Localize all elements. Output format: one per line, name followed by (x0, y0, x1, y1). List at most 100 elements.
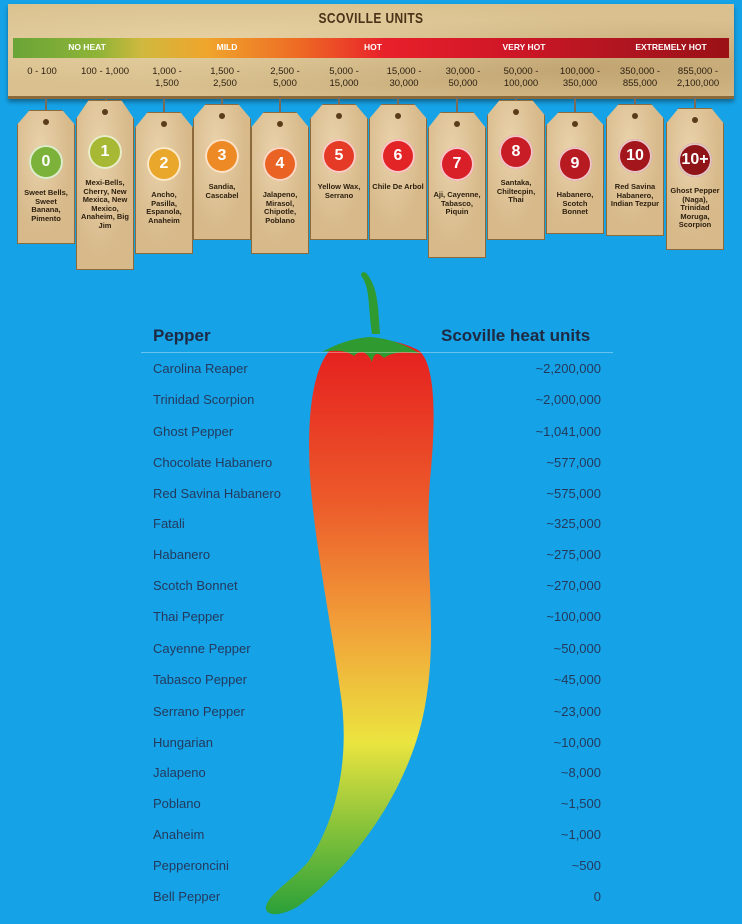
scoville-range: 1,500 -2,500 (210, 66, 240, 89)
scoville-range: 100,000 -350,000 (559, 66, 601, 89)
heat-level-label: NO HEAT (68, 42, 106, 52)
table-row: Ghost Pepper ~1,041,000 (153, 424, 601, 440)
heat-level-badge: 3 (205, 139, 239, 173)
table-row: Fatali ~325,000 (153, 516, 601, 532)
tag-string (515, 96, 517, 102)
header-divider (141, 352, 613, 353)
tag-peppers: Santaka, Chiltecpin, Thai (496, 178, 536, 204)
pepper-name: Carolina Reaper (153, 361, 248, 376)
scoville-range: 50,000 -100,000 (503, 66, 539, 89)
tag-hole (102, 109, 108, 115)
pepper-name: Ghost Pepper (153, 424, 234, 439)
heat-tag-0: 0 Sweet Bells, Sweet Banana, Pimento (17, 110, 75, 244)
tag-hole (43, 119, 49, 125)
heat-tag-10-plus: 10+ Ghost Pepper (Naga), Trinidad Moruga… (666, 108, 724, 250)
table-row: Serrano Pepper ~23,000 (153, 704, 601, 720)
table-row: Carolina Reaper ~2,200,000 (153, 361, 601, 377)
tag-string (163, 96, 165, 114)
table-row: Chocolate Habanero ~577,000 (153, 455, 601, 471)
heat-tag-9: 9 Habanero, Scotch Bonnet (546, 112, 604, 234)
pepper-name: Cayenne Pepper (153, 641, 251, 656)
tag-hole (692, 117, 698, 123)
tag-hole (513, 109, 519, 115)
tag-peppers: Red Savina Habanero, Indian Tezpur (610, 182, 660, 208)
heat-tag-8: 8 Santaka, Chiltecpin, Thai (487, 100, 545, 240)
scoville-value: ~10,000 (553, 735, 601, 750)
tag-string (338, 96, 340, 106)
pepper-name: Fatali (153, 516, 185, 531)
scoville-value: ~2,000,000 (535, 392, 601, 407)
heat-level-label: MILD (216, 42, 238, 52)
table-row: Cayenne Pepper ~50,000 (153, 641, 601, 657)
tag-string (279, 96, 281, 114)
table-row: Red Savina Habanero ~575,000 (153, 486, 601, 502)
heat-level-label: EXTREMELY HOT (635, 42, 707, 52)
scoville-range: 350,000 -855,000 (619, 66, 661, 89)
heat-tag-2: 2 Ancho, Pasilla, Espanola, Anaheim (135, 112, 193, 254)
table-row: Trinidad Scorpion ~2,000,000 (153, 392, 601, 408)
tag-string (574, 96, 576, 114)
heat-level-badge: 8 (499, 135, 533, 169)
tag-hole (395, 113, 401, 119)
scoville-value: ~50,000 (553, 641, 601, 656)
tag-hole (219, 113, 225, 119)
scoville-banner: SCOVILLE UNITS NO HEAT MILD HOT VERY HOT… (8, 4, 734, 99)
heat-tag-5: 5 Yellow Wax, Serrano (310, 104, 368, 240)
scoville-value: ~270,000 (546, 578, 601, 593)
pepper-calyx (322, 337, 420, 362)
tag-string (397, 96, 399, 106)
heat-level-badge: 4 (263, 147, 297, 181)
tag-peppers: Chile De Arbol (372, 182, 424, 191)
table-row: Poblano ~1,500 (153, 796, 601, 812)
heat-level-badge: 0 (29, 145, 63, 179)
pepper-name: Anaheim (153, 827, 205, 842)
pepper-name: Habanero (153, 547, 211, 562)
tag-peppers: Habanero, Scotch Bonnet (556, 190, 594, 216)
tag-string (105, 96, 107, 102)
scoville-value: ~23,000 (553, 704, 601, 719)
scoville-range: 5,000 -15,000 (329, 66, 359, 89)
pepper-name: Red Savina Habanero (153, 486, 281, 501)
table-row: Jalapeno ~8,000 (153, 765, 601, 781)
pepper-name: Trinidad Scorpion (153, 392, 255, 407)
pepper-name: Bell Pepper (153, 889, 221, 904)
heat-tag-6: 6 Chile De Arbol (369, 104, 427, 240)
scoville-value: ~500 (571, 858, 601, 873)
table-row: Bell Pepper 0 (153, 889, 601, 905)
table-row: Thai Pepper ~100,000 (153, 609, 601, 625)
heat-level-label: VERY HOT (502, 42, 546, 52)
heat-level-badge: 7 (440, 147, 474, 181)
table-row: Scotch Bonnet ~270,000 (153, 578, 601, 594)
heat-level-badge: 10+ (678, 143, 712, 177)
heat-scale-bar: NO HEAT MILD HOT VERY HOT EXTREMELY HOT (13, 38, 729, 58)
heat-tag-7: 7 Aji, Cayenne, Tabasco, Piquin (428, 112, 486, 258)
scoville-value: ~1,000 (560, 827, 601, 842)
tag-peppers: Mexi-Bells, Cherry, New Mexica, New Mexi… (81, 178, 129, 230)
tag-peppers: Sandia, Cascabel (205, 182, 239, 200)
heat-tag-10: 10 Red Savina Habanero, Indian Tezpur (606, 104, 664, 236)
scoville-value: ~1,500 (560, 796, 601, 811)
pepper-name: Tabasco Pepper (153, 672, 247, 687)
scoville-range: 100 - 1,000 (80, 66, 130, 77)
scoville-range: 0 - 100 (27, 66, 57, 77)
heat-level-badge: 9 (558, 147, 592, 181)
table-row: Hungarian ~10,000 (153, 735, 601, 751)
heat-level-badge: 6 (381, 139, 415, 173)
heat-level-badge: 10 (618, 139, 652, 173)
heat-level-label: HOT (364, 42, 382, 52)
scoville-value: ~275,000 (546, 547, 601, 562)
heat-tag-3: 3 Sandia, Cascabel (193, 104, 251, 240)
tag-peppers: Yellow Wax, Serrano (317, 182, 361, 200)
scoville-range: 1,000 -1,500 (152, 66, 182, 89)
tag-peppers: Ghost Pepper (Naga), Trinidad Moruga, Sc… (670, 186, 720, 229)
tag-string (45, 96, 47, 112)
scoville-value: ~577,000 (546, 455, 601, 470)
tag-string (694, 96, 696, 110)
tag-hole (632, 113, 638, 119)
table-row: Tabasco Pepper ~45,000 (153, 672, 601, 688)
tag-hole (336, 113, 342, 119)
scoville-value: 0 (593, 889, 601, 904)
pepper-name: Thai Pepper (153, 609, 224, 624)
scoville-value: ~100,000 (546, 609, 601, 624)
tag-peppers: Aji, Cayenne, Tabasco, Piquin (433, 190, 481, 216)
